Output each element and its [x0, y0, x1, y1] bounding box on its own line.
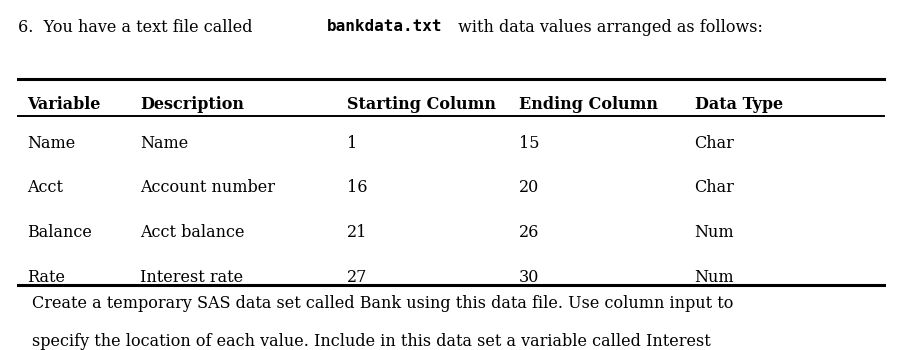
Text: Char: Char	[695, 179, 734, 196]
Text: Name: Name	[140, 135, 188, 152]
Text: Name: Name	[27, 135, 75, 152]
Text: Ending Column: Ending Column	[519, 96, 658, 113]
Text: Char: Char	[695, 135, 734, 152]
Text: Interest rate: Interest rate	[140, 269, 243, 286]
Text: 21: 21	[347, 224, 368, 241]
Text: Acct: Acct	[27, 179, 63, 196]
Text: bankdata.txt: bankdata.txt	[327, 19, 442, 34]
Text: 6.  You have a text file called: 6. You have a text file called	[18, 19, 258, 36]
Text: 27: 27	[347, 269, 368, 286]
Text: 30: 30	[519, 269, 539, 286]
Text: Num: Num	[695, 269, 734, 286]
Text: 1: 1	[347, 135, 357, 152]
Text: Num: Num	[695, 224, 734, 241]
Text: Description: Description	[140, 96, 244, 113]
Text: Balance: Balance	[27, 224, 92, 241]
Text: 16: 16	[347, 179, 368, 196]
Text: with data values arranged as follows:: with data values arranged as follows:	[453, 19, 763, 36]
Text: 15: 15	[519, 135, 539, 152]
Text: Account number: Account number	[140, 179, 275, 196]
Text: Acct balance: Acct balance	[140, 224, 244, 241]
Text: Starting Column: Starting Column	[347, 96, 496, 113]
Text: specify the location of each value. Include in this data set a variable called I: specify the location of each value. Incl…	[32, 332, 710, 350]
Text: Rate: Rate	[27, 269, 65, 286]
Text: Create a temporary SAS data set called Bank using this data file. Use column inp: Create a temporary SAS data set called B…	[32, 295, 733, 312]
Text: 20: 20	[519, 179, 538, 196]
Text: Variable: Variable	[27, 96, 100, 113]
Text: 26: 26	[519, 224, 539, 241]
Text: Data Type: Data Type	[695, 96, 783, 113]
